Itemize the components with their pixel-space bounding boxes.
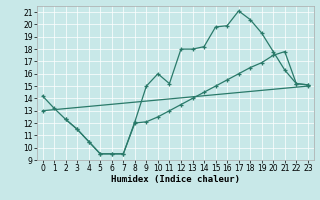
X-axis label: Humidex (Indice chaleur): Humidex (Indice chaleur)	[111, 175, 240, 184]
